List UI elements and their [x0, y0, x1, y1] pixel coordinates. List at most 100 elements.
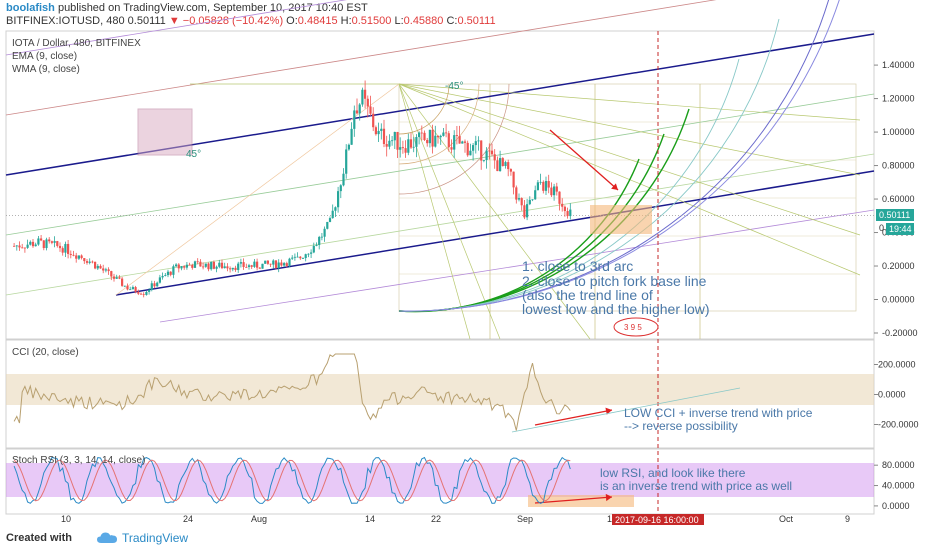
cci-axis[interactable]: 200.0000 0.0000 -200.0000 [874, 360, 919, 430]
candle-body [161, 275, 164, 278]
candle-body [528, 199, 531, 205]
candle-body [50, 241, 53, 243]
published-text: published on TradingView.com, September … [54, 2, 368, 14]
candle-body [334, 207, 337, 211]
candle-body [40, 238, 43, 241]
candle-body [242, 262, 245, 267]
gann-small-arc [398, 83, 510, 195]
time-tick-label: Aug [251, 514, 267, 524]
candle-body [220, 262, 224, 269]
cci-tick-label: -200.0000 [878, 420, 919, 430]
countdown-tag [886, 223, 914, 235]
candle-body [199, 261, 202, 267]
candle-body [550, 187, 553, 196]
crosshair-date-text: 2017-09-16 16:00:00 [615, 515, 699, 525]
candle-body [283, 263, 286, 266]
candle-body [434, 135, 437, 147]
watermark-stamp: 3 9 5 [613, 317, 659, 337]
candle-body [23, 247, 26, 249]
price-annotation: 1. close to 3rd arc 2. close to pitch fo… [522, 258, 710, 317]
candle-body [391, 140, 394, 142]
candle-body [312, 245, 315, 253]
candle-body [48, 239, 51, 242]
candle-body [496, 160, 499, 172]
time-tick-label: 22 [431, 514, 441, 524]
candle-body [185, 264, 188, 268]
cci-annotation-line-1: LOW CCI + inverse trend with price [624, 406, 813, 420]
last-price: 0.50111 [127, 15, 166, 27]
ema-legend: EMA (9, close) [12, 51, 77, 62]
candle-body [499, 158, 502, 172]
candle-body [453, 135, 456, 150]
candle-body [131, 287, 134, 290]
candle-body [404, 148, 407, 153]
candle-body [139, 293, 143, 295]
drawing-tools [5, 0, 875, 514]
price-tick-label: 0.00000 [882, 295, 915, 305]
candle-body [504, 162, 507, 167]
candle-body [272, 260, 275, 265]
rsi-band [6, 463, 874, 497]
candle-body [104, 269, 107, 271]
candle-body [261, 263, 264, 269]
candle-body [129, 289, 132, 291]
candle-body [212, 261, 215, 269]
countdown-prefix: 0 [879, 223, 884, 233]
rsi-annotation-line-1: low RSI, and look like there [600, 466, 746, 480]
candle-body [569, 209, 572, 217]
candle-body [142, 294, 145, 296]
candle-body [399, 147, 402, 150]
rsi-tick-label: 80.0000 [882, 460, 915, 470]
candle-body [507, 162, 510, 170]
candle-body [96, 265, 99, 269]
candle-body [412, 146, 415, 148]
time-axis[interactable]: 10 24 Aug 14 22 Sep 11 Oct 9 [61, 514, 850, 524]
candle-body [34, 244, 37, 247]
target-zone [590, 205, 652, 234]
candle-body [196, 261, 199, 263]
candle-body [88, 261, 91, 263]
rsi-tick-label: 40.0000 [882, 481, 915, 491]
candle-body [372, 113, 375, 128]
candle-body [488, 150, 491, 152]
candle-body [445, 132, 448, 134]
trend-arrow [534, 496, 613, 504]
candle-body [512, 171, 515, 188]
trend-arrow-head [605, 493, 612, 502]
candle-body [493, 154, 496, 161]
candle-body [137, 291, 140, 294]
candle-body [126, 285, 129, 290]
author-name[interactable]: boolafish [6, 2, 55, 14]
time-tick-label: 11 [607, 514, 616, 524]
candle-body [37, 238, 40, 245]
trend-arrow-head [605, 407, 612, 415]
candle-body [285, 263, 288, 266]
candle-body [566, 211, 569, 217]
close-label: C: [446, 15, 458, 27]
candle-body [110, 271, 113, 277]
chart-header: boolafish published on TradingView.com, … [0, 0, 932, 30]
candle-body [482, 159, 485, 161]
annotation-line-3: (also the trend line of [522, 287, 653, 303]
price-axis[interactable]: 1.400001.200001.000000.800000.600000.400… [874, 60, 918, 338]
candle-body [256, 261, 259, 268]
gann-angle-line [115, 83, 400, 296]
candle-body [447, 133, 450, 148]
candle-body [523, 205, 526, 218]
time-tick-label: 10 [61, 514, 71, 524]
candle-body [175, 264, 178, 267]
candle-body [277, 262, 280, 268]
time-tick-label: Oct [779, 514, 794, 524]
candle-body [229, 268, 232, 270]
candle-body [202, 266, 205, 268]
time-tick-label: 14 [365, 514, 375, 524]
rsi-pane-title: Stoch RSI (3, 3, 14, 14, close) [12, 455, 145, 466]
rsi-axis[interactable]: 80.0000 40.0000 0.0000 [874, 460, 915, 511]
tradingview-logo[interactable]: TradingView [96, 531, 188, 545]
candle-body [547, 180, 550, 188]
candle-body [364, 89, 367, 99]
candle-body [172, 266, 175, 275]
candle-body [442, 132, 445, 136]
candle-body [388, 140, 391, 147]
